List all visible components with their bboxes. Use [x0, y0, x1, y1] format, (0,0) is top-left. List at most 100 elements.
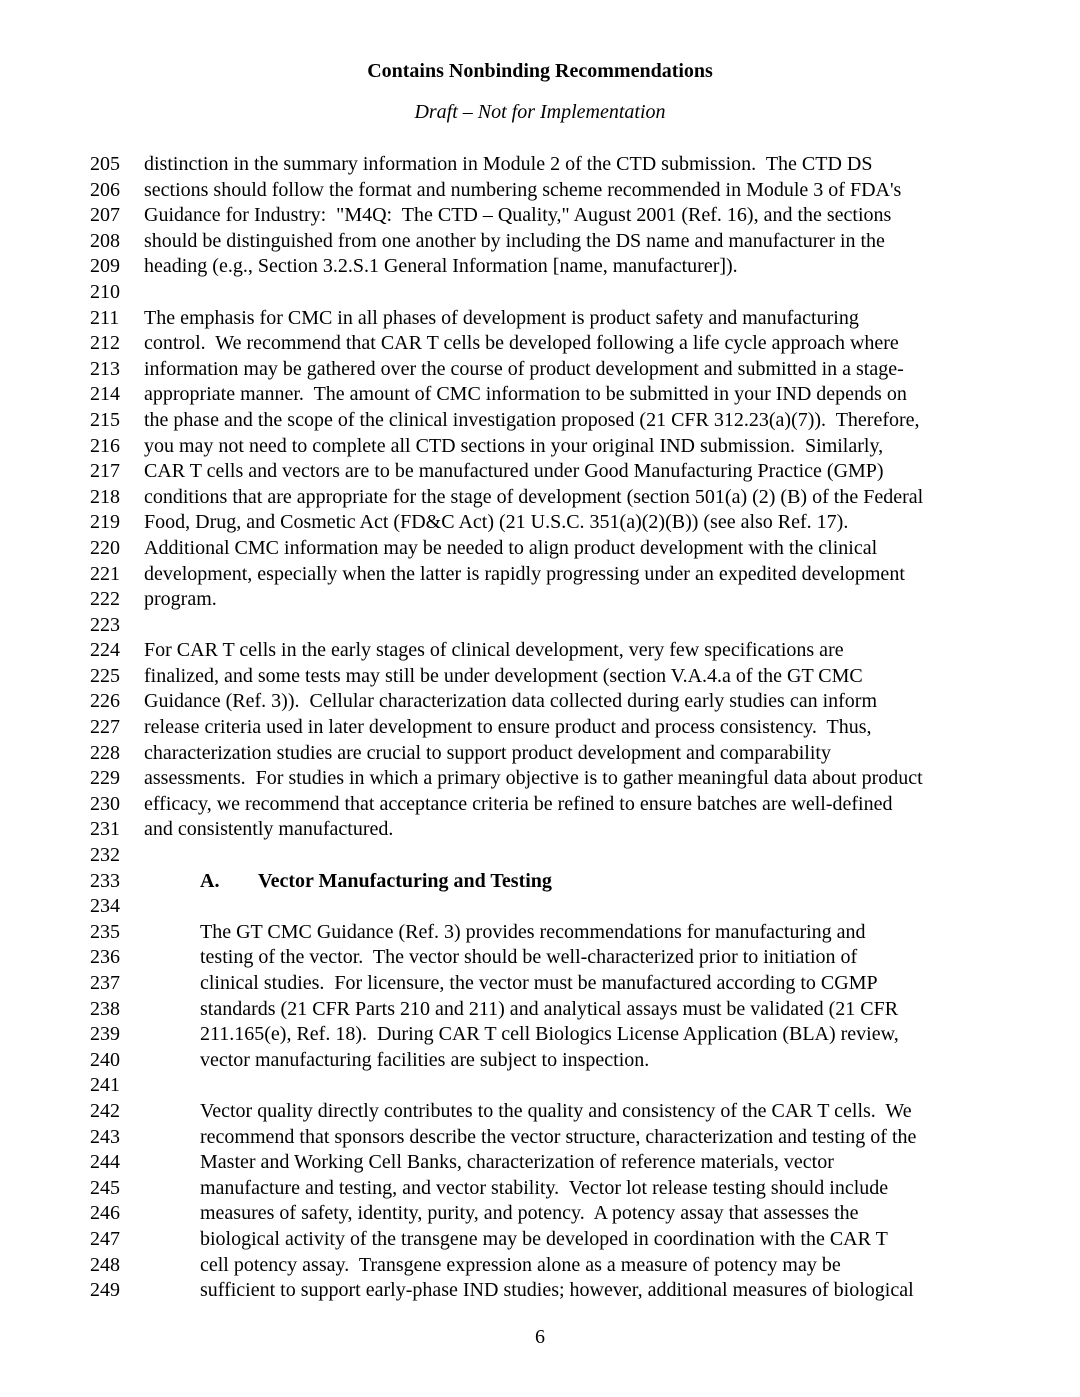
line-number: 238 — [90, 997, 144, 1023]
line-number: 206 — [90, 178, 144, 204]
text-line: 224For CAR T cells in the early stages o… — [90, 638, 990, 664]
line-text: development, especially when the latter … — [144, 562, 990, 588]
text-line: 210 — [90, 280, 990, 306]
line-text: conditions that are appropriate for the … — [144, 485, 990, 511]
header-italic: Draft – Not for Implementation — [90, 101, 990, 124]
text-line: 233A.Vector Manufacturing and Testing — [90, 869, 990, 895]
text-line: 219Food, Drug, and Cosmetic Act (FD&C Ac… — [90, 510, 990, 536]
text-line: 206sections should follow the format and… — [90, 178, 990, 204]
text-line: 237clinical studies. For licensure, the … — [90, 971, 990, 997]
text-line: 241 — [90, 1073, 990, 1099]
line-text: characterization studies are crucial to … — [144, 741, 990, 767]
line-number: 231 — [90, 817, 144, 843]
text-line: 212control. We recommend that CAR T cell… — [90, 331, 990, 357]
line-text: heading (e.g., Section 3.2.S.1 General I… — [144, 254, 990, 280]
line-number: 208 — [90, 229, 144, 255]
line-text: distinction in the summary information i… — [144, 152, 990, 178]
line-number: 243 — [90, 1125, 144, 1151]
line-number: 210 — [90, 280, 144, 306]
text-line: 227release criteria used in later develo… — [90, 715, 990, 741]
line-text: For CAR T cells in the early stages of c… — [144, 638, 990, 664]
text-line: 217CAR T cells and vectors are to be man… — [90, 459, 990, 485]
line-number: 218 — [90, 485, 144, 511]
line-number: 234 — [90, 894, 144, 920]
line-number: 232 — [90, 843, 144, 869]
line-number: 213 — [90, 357, 144, 383]
line-number: 225 — [90, 664, 144, 690]
text-line: 248cell potency assay. Transgene express… — [90, 1253, 990, 1279]
line-number: 216 — [90, 434, 144, 460]
line-number: 244 — [90, 1150, 144, 1176]
line-text: standards (21 CFR Parts 210 and 211) and… — [144, 997, 990, 1023]
line-number: 223 — [90, 613, 144, 639]
line-text: Guidance for Industry: "M4Q: The CTD – Q… — [144, 203, 990, 229]
line-number: 249 — [90, 1278, 144, 1304]
line-number: 221 — [90, 562, 144, 588]
header-bold: Contains Nonbinding Recommendations — [90, 60, 990, 83]
line-number: 236 — [90, 945, 144, 971]
line-text: testing of the vector. The vector should… — [144, 945, 990, 971]
line-number: 209 — [90, 254, 144, 280]
text-line: 213information may be gathered over the … — [90, 357, 990, 383]
text-line: 249sufficient to support early-phase IND… — [90, 1278, 990, 1304]
document-page: Contains Nonbinding Recommendations Draf… — [0, 0, 1080, 1397]
line-number: 228 — [90, 741, 144, 767]
line-text: control. We recommend that CAR T cells b… — [144, 331, 990, 357]
line-number: 219 — [90, 510, 144, 536]
text-line: 218conditions that are appropriate for t… — [90, 485, 990, 511]
line-text: cell potency assay. Transgene expression… — [144, 1253, 990, 1279]
line-number: 220 — [90, 536, 144, 562]
line-number: 205 — [90, 152, 144, 178]
line-number: 242 — [90, 1099, 144, 1125]
line-text: Additional CMC information may be needed… — [144, 536, 990, 562]
line-text: manufacture and testing, and vector stab… — [144, 1176, 990, 1202]
line-text: Vector quality directly contributes to t… — [144, 1099, 990, 1125]
line-text: Guidance (Ref. 3)). Cellular characteriz… — [144, 689, 990, 715]
page-number: 6 — [0, 1326, 1080, 1349]
text-line: 236testing of the vector. The vector sho… — [90, 945, 990, 971]
line-number: 212 — [90, 331, 144, 357]
text-line: 223 — [90, 613, 990, 639]
text-line: 247biological activity of the transgene … — [90, 1227, 990, 1253]
text-line: 231and consistently manufactured. — [90, 817, 990, 843]
text-line: 228characterization studies are crucial … — [90, 741, 990, 767]
line-text: CAR T cells and vectors are to be manufa… — [144, 459, 990, 485]
line-text: information may be gathered over the cou… — [144, 357, 990, 383]
line-text: assessments. For studies in which a prim… — [144, 766, 990, 792]
line-text: finalized, and some tests may still be u… — [144, 664, 990, 690]
line-text: you may not need to complete all CTD sec… — [144, 434, 990, 460]
line-text: recommend that sponsors describe the vec… — [144, 1125, 990, 1151]
line-text: Master and Working Cell Banks, character… — [144, 1150, 990, 1176]
line-number: 247 — [90, 1227, 144, 1253]
line-text: program. — [144, 587, 990, 613]
line-text: biological activity of the transgene may… — [144, 1227, 990, 1253]
text-line: 225finalized, and some tests may still b… — [90, 664, 990, 690]
line-text: should be distinguished from one another… — [144, 229, 990, 255]
line-text: Food, Drug, and Cosmetic Act (FD&C Act) … — [144, 510, 990, 536]
line-number: 207 — [90, 203, 144, 229]
line-number: 245 — [90, 1176, 144, 1202]
line-number: 248 — [90, 1253, 144, 1279]
text-line: 238standards (21 CFR Parts 210 and 211) … — [90, 997, 990, 1023]
body-text-block: 205distinction in the summary informatio… — [90, 152, 990, 1304]
text-line: 244Master and Working Cell Banks, charac… — [90, 1150, 990, 1176]
line-text: vector manufacturing facilities are subj… — [144, 1048, 990, 1074]
line-number: 241 — [90, 1073, 144, 1099]
line-text: appropriate manner. The amount of CMC in… — [144, 382, 990, 408]
text-line: 207Guidance for Industry: "M4Q: The CTD … — [90, 203, 990, 229]
text-line: 232 — [90, 843, 990, 869]
line-number: 230 — [90, 792, 144, 818]
line-text: clinical studies. For licensure, the vec… — [144, 971, 990, 997]
section-letter: A. — [200, 869, 258, 895]
text-line: 245manufacture and testing, and vector s… — [90, 1176, 990, 1202]
text-line: 205distinction in the summary informatio… — [90, 152, 990, 178]
line-number: 229 — [90, 766, 144, 792]
line-number: 246 — [90, 1201, 144, 1227]
text-line: 235The GT CMC Guidance (Ref. 3) provides… — [90, 920, 990, 946]
line-text: and consistently manufactured. — [144, 817, 990, 843]
line-text: The emphasis for CMC in all phases of de… — [144, 306, 990, 332]
text-line: 240vector manufacturing facilities are s… — [90, 1048, 990, 1074]
line-text: measures of safety, identity, purity, an… — [144, 1201, 990, 1227]
text-line: 226Guidance (Ref. 3)). Cellular characte… — [90, 689, 990, 715]
text-line: 216you may not need to complete all CTD … — [90, 434, 990, 460]
